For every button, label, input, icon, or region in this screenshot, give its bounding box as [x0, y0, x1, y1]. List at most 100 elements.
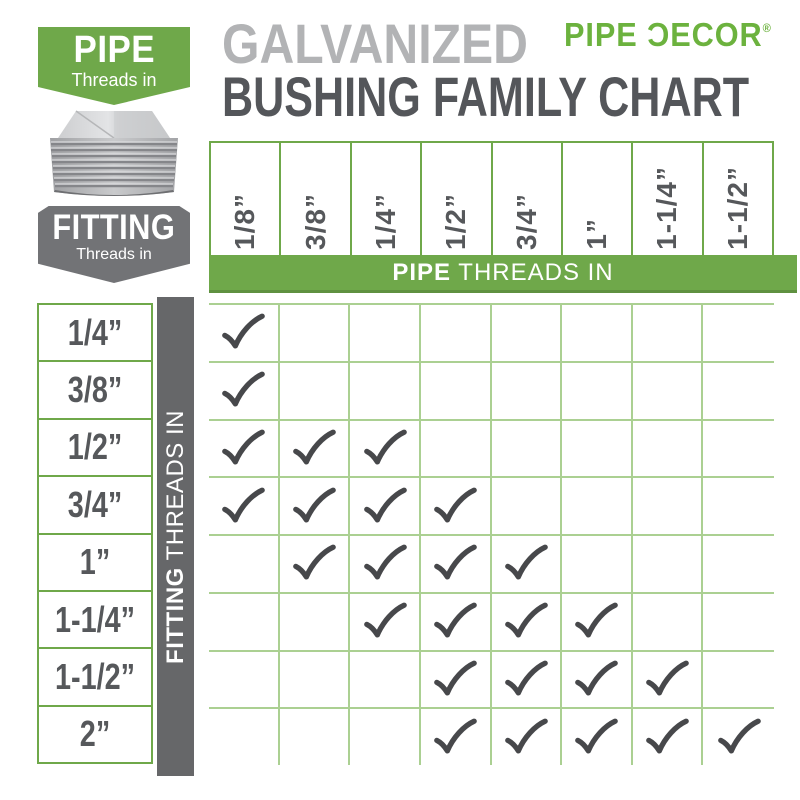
fitting-threads-badge: FITTING Threads in [38, 206, 190, 283]
grid-cell-r8-c2 [279, 707, 351, 765]
fitting-badge-title: FITTING [52, 208, 176, 247]
column-header-5: 3/4” [490, 141, 561, 255]
column-header-label: 3/8” [299, 193, 331, 250]
check-icon [434, 487, 477, 523]
column-header-1: 1/8” [209, 141, 280, 255]
grid-cell-r7-c2 [279, 649, 351, 708]
check-icon [222, 429, 266, 465]
row-label-text: 3/8” [67, 369, 123, 411]
grid-cell-r7-c7 [632, 649, 704, 708]
grid-cell-r6-c4 [420, 591, 492, 650]
grid-cell-r6-c7 [632, 591, 704, 650]
fitting-axis-rest-label: THREADS IN [161, 409, 189, 567]
grid-cell-r7-c4 [420, 649, 492, 708]
grid-cell-r6-c6 [562, 591, 633, 650]
check-icon [293, 487, 336, 523]
row-label-5: 1” [37, 532, 153, 590]
fitting-badge-subtitle: Threads in [76, 245, 152, 263]
brand-logo-text: PIPE ƆECOR [564, 16, 763, 53]
grid-cell-r2-c2 [279, 360, 351, 419]
grid-cell-r4-c2 [279, 476, 351, 534]
grid-cell-r1-c2 [279, 303, 351, 361]
column-header-label: 1/8” [229, 193, 261, 250]
check-icon [646, 660, 689, 696]
grid-cell-r6-c5 [491, 591, 563, 650]
grid-cell-r5-c2 [279, 534, 351, 592]
check-icon [575, 718, 619, 754]
grid-cell-r3-c8 [703, 418, 774, 477]
pipe-threads-axis-bar: PIPE THREADS IN [209, 255, 797, 293]
grid-cell-r1-c7 [632, 303, 704, 361]
check-icon [363, 544, 407, 580]
column-header-3: 1/4” [349, 141, 421, 255]
grid-cell-r1-c8 [703, 303, 774, 361]
grid-cell-r3-c3 [350, 418, 421, 477]
check-icon [717, 718, 761, 754]
grid-cell-r5-c3 [350, 534, 421, 592]
grid-cell-r1-c5 [491, 303, 563, 361]
check-icon [504, 602, 548, 638]
brand-logo: PIPE ƆECOR® [564, 18, 771, 51]
grid-cell-r8-c1 [209, 707, 280, 765]
grid-cell-r7-c3 [350, 649, 421, 708]
row-label-6: 1-1/4” [37, 589, 153, 648]
grid-cell-r4-c7 [632, 476, 704, 534]
grid-cell-r4-c4 [420, 476, 492, 534]
grid-cell-r8-c8 [703, 707, 774, 765]
grid-cell-r2-c5 [491, 360, 563, 419]
pipe-axis-rest-label: THREADS IN [451, 258, 614, 286]
column-header-label: 1-1/4” [651, 166, 683, 250]
grid-cell-r3-c7 [632, 418, 704, 477]
grid-cell-r2-c4 [420, 360, 492, 419]
fitting-threads-axis-bar: FITTING THREADS IN [157, 297, 194, 776]
row-label-3: 1/2” [37, 417, 153, 476]
pipe-axis-bold-label: PIPE [392, 258, 452, 286]
check-icon [434, 660, 477, 696]
row-label-text: 1/4” [67, 311, 123, 353]
column-header-label: 3/4” [510, 193, 542, 250]
check-icon [222, 313, 266, 349]
column-header-4: 1/2” [420, 141, 491, 255]
grid-cell-r4-c8 [703, 476, 774, 534]
registered-trademark-mark: ® [762, 21, 771, 35]
check-icon [434, 544, 477, 580]
fitting-axis-bold-label: FITTING [161, 566, 189, 664]
row-label-text: 1-1/2” [54, 655, 136, 697]
grid-cell-r6-c8 [703, 591, 774, 650]
check-icon [646, 718, 689, 754]
check-icon [434, 718, 477, 754]
column-header-label: 1” [581, 218, 613, 250]
column-header-7: 1-1/4” [631, 141, 702, 255]
grid-cell-r5-c1 [209, 534, 280, 592]
grid-cell-r4-c1 [209, 476, 280, 534]
grid-cell-r4-c5 [491, 476, 563, 534]
check-icon [363, 487, 407, 523]
grid-cell-r3-c4 [420, 418, 492, 477]
row-labels: 1/4” 3/8” 1/2” 3/4” 1” 1-1/4” 1-1/2” 2” [37, 303, 153, 764]
grid-cell-r3-c1 [209, 418, 280, 477]
row-label-1: 1/4” [37, 303, 153, 361]
column-headers: 1/8” 3/8” 1/4” 1/2” 3/4” 1” 1-1/4” 1-1/2” [209, 141, 774, 255]
grid-cell-r5-c4 [420, 534, 492, 592]
grid-cell-r2-c3 [350, 360, 421, 419]
check-icon [504, 660, 548, 696]
check-icon [363, 602, 407, 638]
title-line2: BUSHING FAMILY CHART [222, 65, 750, 128]
grid-cell-r3-c5 [491, 418, 563, 477]
grid-cell-r2-c8 [703, 360, 774, 419]
check-icon [363, 429, 407, 465]
check-icon [222, 487, 266, 523]
grid-cell-r3-c2 [279, 418, 351, 477]
check-icon [575, 660, 619, 696]
column-header-2: 3/8” [279, 141, 350, 255]
pipe-badge-title: PIPE [73, 29, 155, 71]
grid-cell-r2-c7 [632, 360, 704, 419]
row-label-text: 2” [79, 713, 111, 755]
grid-cell-r7-c1 [209, 649, 280, 708]
check-grid [209, 303, 774, 765]
grid-cell-r5-c6 [562, 534, 633, 592]
grid-cell-r7-c8 [703, 649, 774, 708]
grid-cell-r6-c1 [209, 591, 280, 650]
check-icon [434, 602, 477, 638]
